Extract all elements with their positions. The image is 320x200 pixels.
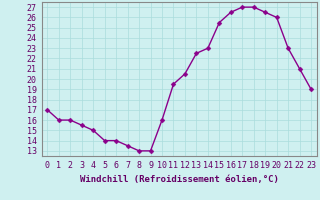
X-axis label: Windchill (Refroidissement éolien,°C): Windchill (Refroidissement éolien,°C) <box>80 175 279 184</box>
